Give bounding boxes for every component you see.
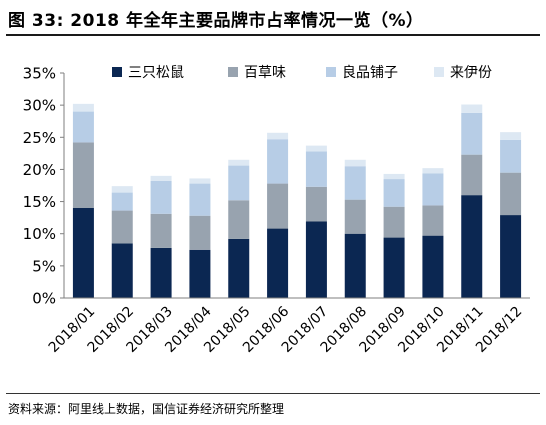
legend: 三只松鼠 百草味 良品铺子 来伊份 xyxy=(112,65,492,81)
legend-label: 良品铺子 xyxy=(342,65,398,81)
bar-segment xyxy=(422,235,444,298)
bar-segment xyxy=(72,103,94,112)
legend-swatch xyxy=(112,67,122,77)
bar-segment xyxy=(150,247,172,298)
figure-title: 图 33: 2018 年全年主要品牌市占率情况一览（%） xyxy=(8,11,424,31)
bar-segment xyxy=(111,243,133,298)
source-note: 资料来源：阿里线上数据，国信证券经济研究所整理 xyxy=(8,402,285,416)
y-tick-label: 35% xyxy=(23,65,56,83)
bar-segment xyxy=(189,249,211,298)
bar-segment xyxy=(344,166,366,200)
bar-segment xyxy=(461,195,483,298)
bar-segment xyxy=(461,104,483,113)
bar-segment xyxy=(150,213,172,248)
bar-segment xyxy=(344,233,366,298)
footer-divider xyxy=(6,393,540,394)
bar-segment xyxy=(111,186,133,193)
bar-segment xyxy=(422,205,444,236)
bar-segment xyxy=(383,206,405,238)
bar-segment xyxy=(500,132,522,140)
bar-segment xyxy=(500,139,522,173)
bar-segment xyxy=(500,215,522,298)
bar-segment xyxy=(267,139,289,184)
bar-segment xyxy=(422,168,444,174)
bar-segment xyxy=(344,199,366,234)
legend-label: 来伊份 xyxy=(450,65,492,81)
bar-segment xyxy=(189,183,211,216)
bar-segment xyxy=(267,183,289,229)
stacked-bar-chart: 0% 5% 10% 15% 20% 25% 30% 35% 2018/012018/02201… xyxy=(23,65,530,356)
y-tick-label: 30% xyxy=(23,97,56,115)
bar-segment xyxy=(111,192,133,211)
title-divider xyxy=(6,34,540,36)
bar-segment xyxy=(150,181,172,214)
bar-segment xyxy=(228,165,250,201)
bar-segment xyxy=(344,159,366,167)
bar-segment xyxy=(383,173,405,180)
bar-segment xyxy=(228,200,250,239)
bar-segment xyxy=(461,112,483,155)
bar-segment xyxy=(228,159,250,166)
bar-segment xyxy=(267,228,289,298)
bar-segment xyxy=(72,111,94,143)
legend-label: 百草味 xyxy=(244,65,286,81)
bar-segment xyxy=(305,145,327,152)
y-tick-label: 15% xyxy=(23,193,56,211)
y-tick-label: 5% xyxy=(32,257,56,275)
bar-segment xyxy=(189,215,211,250)
bar-segment xyxy=(422,173,444,206)
bar-segment xyxy=(111,210,133,244)
bar-segment xyxy=(305,151,327,187)
bar-segment xyxy=(72,142,94,208)
bar-segment xyxy=(189,178,211,184)
bar-segment xyxy=(305,186,327,222)
bar-segment xyxy=(500,172,522,216)
legend-label: 三只松鼠 xyxy=(128,65,184,81)
bar-segment xyxy=(461,154,483,196)
y-tick-label: 20% xyxy=(23,161,56,179)
bar-area xyxy=(72,103,522,298)
y-axis: 0% 5% 10% 15% 20% 25% 30% 35% xyxy=(23,65,65,308)
bar-segment xyxy=(383,179,405,207)
y-tick-label: 25% xyxy=(23,129,56,147)
bar-segment xyxy=(267,132,289,140)
bar-segment xyxy=(305,221,327,298)
bar-segment xyxy=(228,238,250,298)
y-tick-label: 10% xyxy=(23,225,56,243)
legend-swatch xyxy=(434,67,444,77)
legend-swatch xyxy=(228,67,238,77)
bar-segment xyxy=(72,208,94,298)
bar-segment xyxy=(150,175,172,181)
x-axis: 2018/012018/022018/032018/042018/052018/… xyxy=(46,297,530,356)
y-tick-label: 0% xyxy=(32,290,56,308)
legend-swatch xyxy=(326,67,336,77)
bar-segment xyxy=(383,237,405,298)
